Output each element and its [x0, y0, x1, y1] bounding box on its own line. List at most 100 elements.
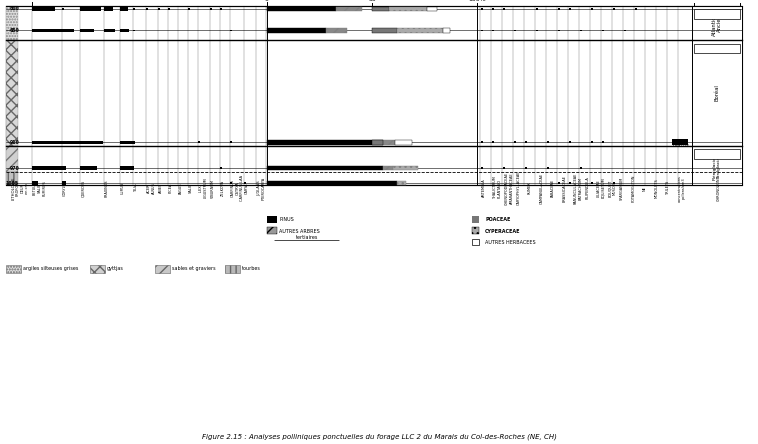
- Text: 1005: 1005: [6, 181, 19, 186]
- Bar: [120, 29, 129, 32]
- Bar: [188, 8, 190, 10]
- Text: 970: 970: [9, 166, 19, 170]
- Bar: [558, 8, 560, 10]
- Bar: [525, 167, 527, 169]
- Bar: [393, 166, 418, 170]
- Bar: [120, 8, 127, 11]
- Text: hiatus: hiatus: [673, 143, 690, 148]
- Text: AUTRES HERBACEES: AUTRES HERBACEES: [485, 240, 536, 245]
- Text: CARYA: CARYA: [245, 182, 249, 194]
- Bar: [492, 30, 494, 32]
- Text: POTAMOGETON: POTAMOGETON: [631, 174, 635, 202]
- Text: FABACEAE: FABACEAE: [551, 179, 555, 197]
- Bar: [62, 141, 64, 143]
- Bar: [267, 181, 397, 186]
- Bar: [383, 140, 395, 145]
- Text: 650: 650: [9, 28, 19, 33]
- Text: AUTRES ARBRES: AUTRES ARBRES: [279, 229, 320, 234]
- Text: NE: NE: [643, 186, 647, 190]
- Text: CORYLUS: CORYLUS: [63, 180, 67, 196]
- Bar: [569, 141, 571, 143]
- Text: MONOLETS: MONOLETS: [654, 178, 659, 198]
- Bar: [514, 30, 516, 32]
- Text: ARTEMISIA: ARTEMISIA: [482, 179, 486, 198]
- Bar: [168, 8, 170, 10]
- Bar: [536, 8, 538, 10]
- Bar: [80, 141, 103, 144]
- Text: CAMPANULACEAE: CAMPANULACEAE: [540, 173, 543, 204]
- Text: 2: 2: [715, 45, 719, 52]
- Bar: [267, 216, 277, 222]
- Text: SPARGANIUM: SPARGANIUM: [620, 176, 624, 200]
- Bar: [372, 7, 389, 11]
- Bar: [80, 8, 102, 11]
- Bar: [326, 28, 347, 33]
- Bar: [547, 167, 549, 169]
- Bar: [472, 216, 479, 222]
- Bar: [230, 30, 232, 32]
- Text: BETULA
SALIX
FUMIRUS: BETULA SALIX FUMIRUS: [33, 180, 46, 196]
- Text: 1: 1: [715, 151, 719, 157]
- Bar: [547, 141, 549, 143]
- Bar: [443, 28, 449, 33]
- Bar: [62, 30, 64, 32]
- Bar: [569, 182, 571, 184]
- Bar: [337, 7, 362, 11]
- Text: JUGLANS
PTEROCARYA: JUGLANS PTEROCARYA: [257, 177, 265, 200]
- Bar: [6, 265, 21, 273]
- Bar: [635, 8, 637, 10]
- Text: concentrations
pollens/cm3: concentrations pollens/cm3: [678, 174, 686, 202]
- Bar: [492, 8, 494, 10]
- Text: TRILETS: TRILETS: [666, 181, 670, 195]
- Text: argiles silteuses grises: argiles silteuses grises: [23, 266, 78, 271]
- Bar: [503, 167, 505, 169]
- Text: THALICTRUM
PLANTAGO: THALICTRUM PLANTAGO: [493, 177, 502, 199]
- Text: sables et graviers: sables et graviers: [172, 266, 215, 271]
- Text: Boréal: Boréal: [715, 84, 719, 101]
- Bar: [62, 182, 66, 185]
- Bar: [472, 238, 479, 245]
- Bar: [481, 141, 483, 143]
- Bar: [694, 150, 740, 159]
- Bar: [481, 167, 483, 169]
- Bar: [80, 166, 97, 170]
- Text: LITHOLOGIE: LITHOLOGIE: [12, 176, 16, 200]
- Bar: [536, 30, 538, 32]
- Bar: [558, 30, 560, 32]
- Text: BOUQUET
MUSCO: BOUQUET MUSCO: [609, 179, 617, 197]
- Bar: [397, 181, 406, 186]
- Bar: [694, 9, 740, 19]
- Bar: [372, 140, 383, 145]
- Text: LILIACEAE
EQUISETUM: LILIACEAE EQUISETUM: [597, 178, 606, 198]
- Bar: [32, 141, 92, 144]
- Bar: [267, 166, 383, 170]
- Bar: [244, 182, 246, 184]
- Bar: [525, 141, 527, 143]
- Bar: [32, 182, 38, 185]
- Text: PINUS: PINUS: [279, 218, 294, 222]
- Bar: [672, 139, 688, 145]
- Bar: [591, 141, 593, 143]
- Bar: [220, 8, 222, 10]
- Text: 600: 600: [9, 7, 19, 12]
- Text: CHENOPODIACEAE
AMARANTHACEAE: CHENOPODIACEAE AMARANTHACEAE: [505, 171, 514, 205]
- Text: QUERCUS: QUERCUS: [81, 179, 85, 197]
- Bar: [481, 30, 483, 32]
- Bar: [6, 40, 18, 146]
- Text: gyttjas: gyttjas: [107, 266, 124, 271]
- Text: ULMUS: ULMUS: [121, 182, 125, 194]
- Text: 0: 0: [265, 0, 269, 2]
- Bar: [133, 30, 135, 32]
- Bar: [569, 8, 571, 10]
- Text: FAGUS: FAGUS: [179, 182, 183, 194]
- Bar: [602, 141, 604, 143]
- Bar: [6, 5, 742, 185]
- Text: ZELKOVA: ZELKOVA: [221, 180, 225, 196]
- Bar: [558, 182, 560, 184]
- Bar: [32, 166, 66, 170]
- Bar: [383, 166, 393, 170]
- Bar: [146, 8, 148, 10]
- Bar: [155, 265, 170, 273]
- Bar: [6, 5, 18, 40]
- Bar: [120, 166, 133, 170]
